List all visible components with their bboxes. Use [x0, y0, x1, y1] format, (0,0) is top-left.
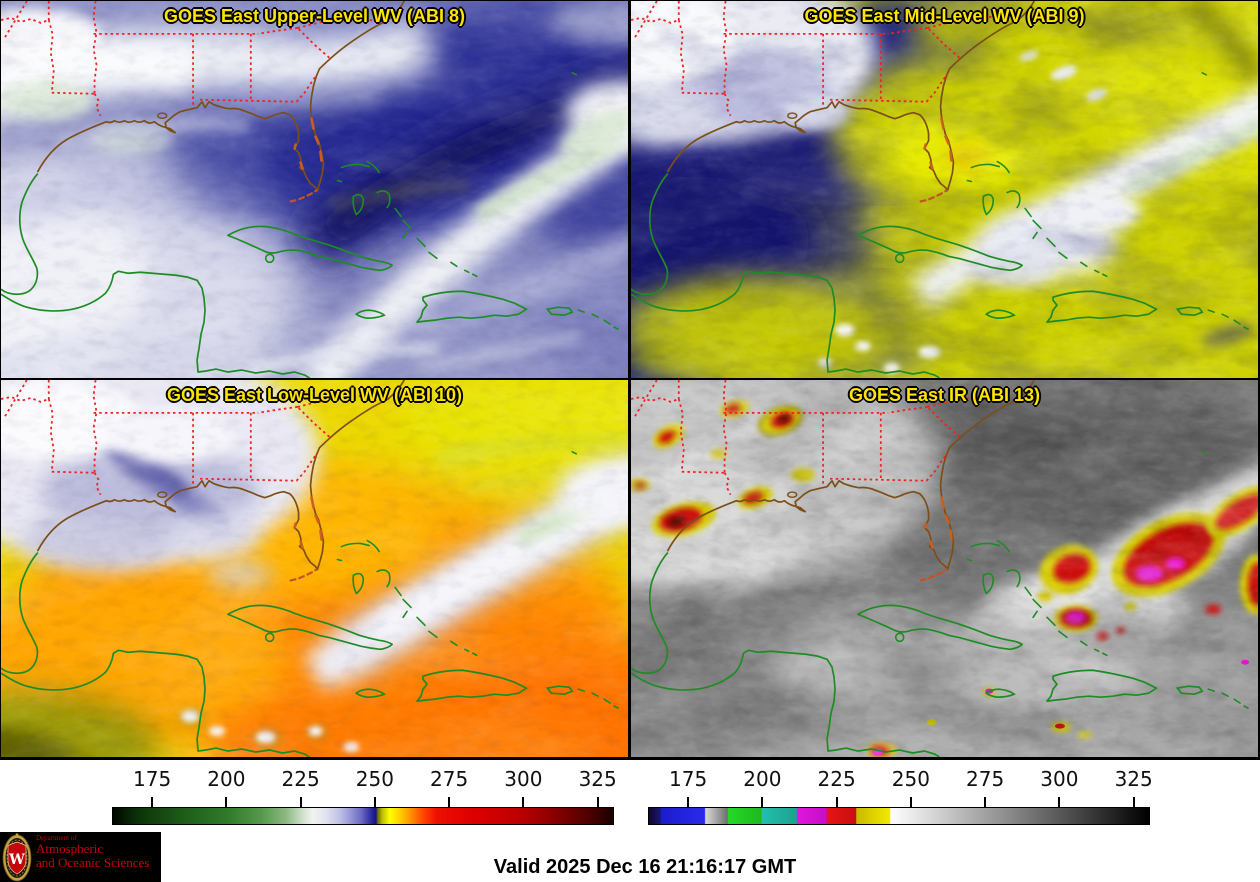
colorbar-tick-mark [835, 797, 838, 807]
panel-title-abi10: GOES East Low-Level WV (ABI 10) [166, 385, 463, 405]
colorbar-tick-label: 275 [430, 767, 469, 791]
satellite-image-abi8 [1, 1, 628, 378]
panel-title-abi8: GOES East Upper-Level WV (ABI 8) [163, 6, 466, 26]
svg-text:W: W [8, 852, 25, 868]
colorbar-tick-label: 175 [669, 767, 708, 791]
colorbar-tick-label: 325 [1114, 767, 1153, 791]
logo-line2: Atmospheric [36, 841, 104, 856]
panel-upper-level-wv: GOES East Upper-Level WV (ABI 8) [1, 1, 628, 378]
panel-ir: GOES East IR (ABI 13) [631, 380, 1258, 757]
colorbar-ir-gradient [648, 807, 1150, 825]
colorbar-tick-mark [984, 797, 987, 807]
colorbar-tick-mark [373, 797, 376, 807]
satellite-image-abi10 [1, 380, 628, 757]
uw-crest-icon: W [2, 833, 32, 882]
colorbar-tick-mark [448, 797, 451, 807]
colorbar-tick-mark [1132, 797, 1135, 807]
colorbar-tick-label: 325 [578, 767, 617, 791]
panel-title-abi9: GOES East Mid-Level WV (ABI 9) [804, 6, 1085, 26]
colorbar-tick-label: 300 [504, 767, 543, 791]
colorbar-tick-label: 200 [207, 767, 246, 791]
colorbar-tick-mark [1058, 797, 1061, 807]
colorbar-tick-mark [522, 797, 525, 807]
colorbar-tick-label: 250 [355, 767, 394, 791]
colorbar-tick-label: 300 [1040, 767, 1079, 791]
logo-text: Department of Atmospheric and Oceanic Sc… [36, 834, 149, 870]
satellite-image-abi9 [631, 1, 1258, 378]
colorbar-tick-mark [299, 797, 302, 807]
logo-line3: and Oceanic Sciences [36, 855, 150, 870]
colorbar-tick-label: 225 [281, 767, 320, 791]
panel-title-abi13: GOES East IR (ABI 13) [848, 385, 1041, 405]
colorbar-tick-label: 200 [743, 767, 782, 791]
colorbar-tick-mark [687, 797, 690, 807]
colorbar-ir: 175 200 225 250 275 300 325 [648, 760, 1153, 832]
uw-aos-logo: W Department of Atmospheric and Oceanic … [0, 832, 161, 882]
valid-timestamp: Valid 2025 Dec 16 21:16:17 GMT [493, 856, 797, 878]
colorbar-tick-mark [761, 797, 764, 807]
quad-panel-grid: GOES East Upper-Level WV (ABI 8) [0, 0, 1260, 760]
colorbar-tick-mark [909, 797, 912, 807]
colorbar-tick-label: 250 [891, 767, 930, 791]
colorbar-tick-label: 175 [133, 767, 172, 791]
colorbar-tick-label: 275 [966, 767, 1005, 791]
logo-dept-line: Department of [36, 834, 77, 842]
satellite-image-abi13 [631, 380, 1258, 757]
colorbar-tick-mark [596, 797, 599, 807]
colorbar-tick-label: 225 [817, 767, 856, 791]
colorbar-wv-gradient [112, 807, 614, 825]
colorbar-tick-mark [225, 797, 228, 807]
panel-low-level-wv: GOES East Low-Level WV (ABI 10) [1, 380, 628, 757]
panel-mid-level-wv: GOES East Mid-Level WV (ABI 9) [631, 1, 1258, 378]
colorbar-wv: 175 200 225 250 275 300 325 [112, 760, 617, 832]
colorbar-tick-mark [151, 797, 154, 807]
